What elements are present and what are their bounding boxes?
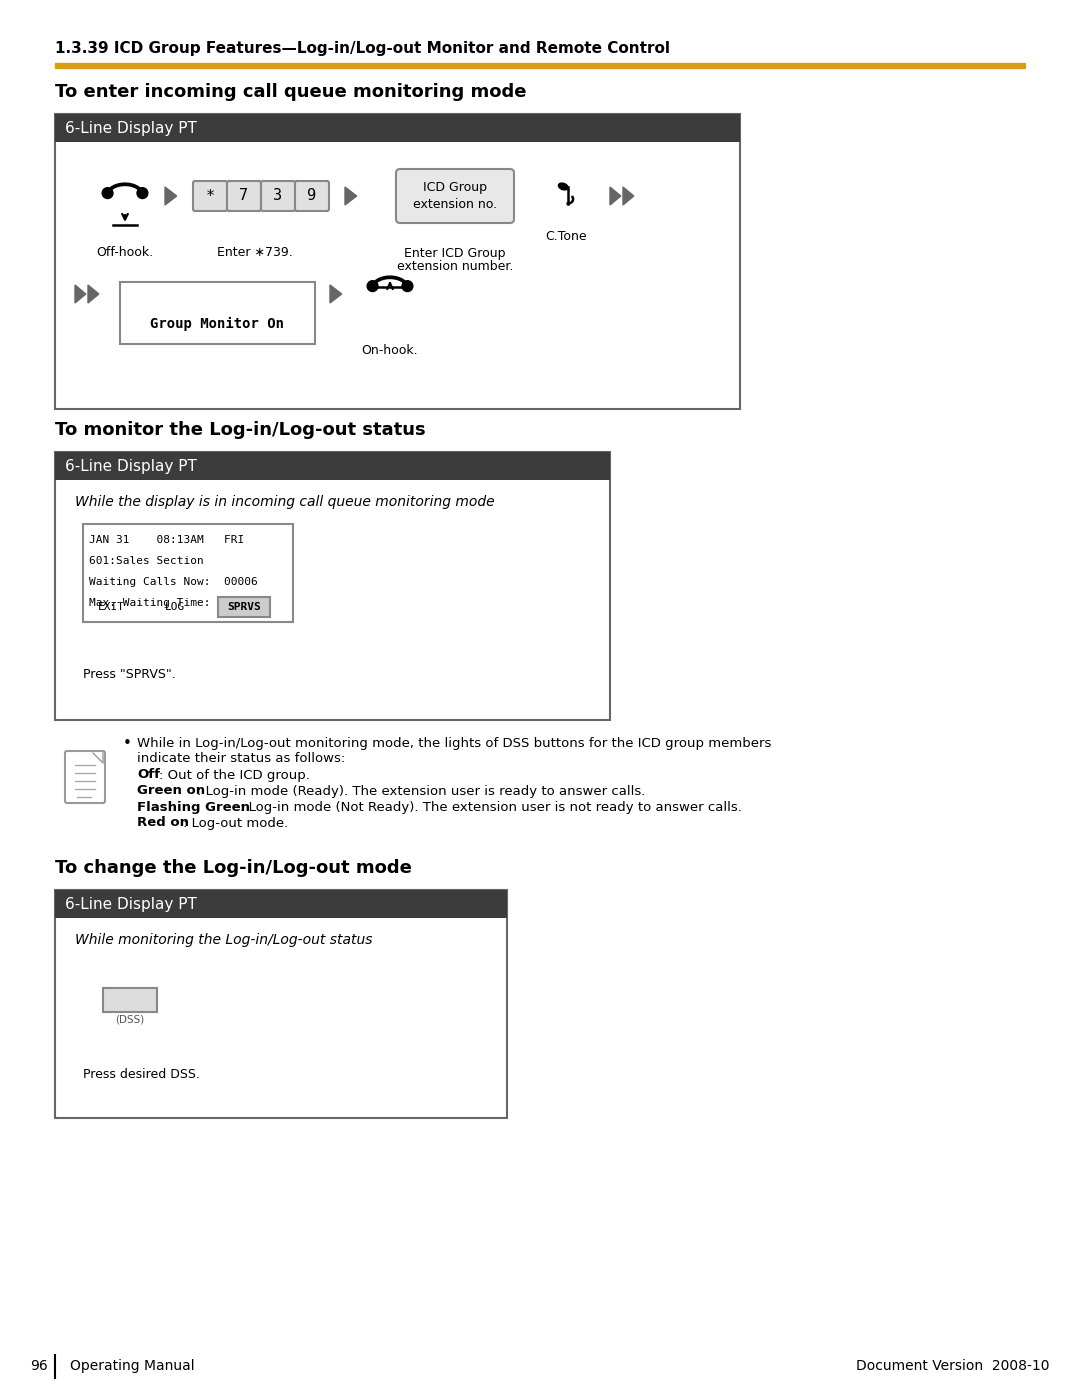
- FancyBboxPatch shape: [193, 182, 227, 211]
- FancyBboxPatch shape: [218, 597, 270, 617]
- Polygon shape: [623, 187, 634, 205]
- FancyBboxPatch shape: [65, 752, 105, 803]
- Ellipse shape: [558, 183, 568, 190]
- Text: 7: 7: [240, 189, 248, 204]
- Text: : Out of the ICD group.: : Out of the ICD group.: [159, 768, 310, 781]
- Text: Operating Manual: Operating Manual: [70, 1359, 194, 1373]
- Bar: [55, 453, 610, 719]
- FancyBboxPatch shape: [261, 182, 295, 211]
- Text: On-hook.: On-hook.: [362, 345, 418, 358]
- Text: To monitor the Log-in/Log-out status: To monitor the Log-in/Log-out status: [55, 420, 426, 439]
- Text: ICD Group: ICD Group: [423, 182, 487, 194]
- Text: indicate their status as follows:: indicate their status as follows:: [137, 752, 346, 764]
- Text: Green on: Green on: [137, 785, 205, 798]
- Text: Enter ICD Group: Enter ICD Group: [404, 247, 505, 260]
- Circle shape: [402, 281, 413, 292]
- Polygon shape: [75, 285, 85, 303]
- Text: While the display is in incoming call queue monitoring mode: While the display is in incoming call qu…: [75, 495, 495, 509]
- Polygon shape: [345, 187, 356, 205]
- Bar: [55, 63, 1025, 68]
- FancyBboxPatch shape: [227, 182, 261, 211]
- Text: Off-hook.: Off-hook.: [96, 246, 153, 260]
- FancyBboxPatch shape: [295, 182, 329, 211]
- Text: EXIT: EXIT: [97, 602, 124, 612]
- Text: 96: 96: [30, 1359, 48, 1373]
- Text: 601:Sales Section: 601:Sales Section: [89, 556, 204, 566]
- Text: Flashing Green: Flashing Green: [137, 800, 249, 813]
- FancyBboxPatch shape: [103, 988, 157, 1011]
- Polygon shape: [330, 285, 341, 303]
- Polygon shape: [610, 187, 621, 205]
- Polygon shape: [87, 285, 98, 303]
- Text: While in Log-in/Log-out monitoring mode, the lights of DSS buttons for the ICD g: While in Log-in/Log-out monitoring mode,…: [137, 736, 771, 750]
- Text: Document Version  2008-10: Document Version 2008-10: [856, 1359, 1050, 1373]
- Text: *: *: [205, 189, 215, 204]
- Text: Max. Waiting Time:  02’18: Max. Waiting Time: 02’18: [89, 598, 258, 608]
- Text: Red on: Red on: [137, 816, 189, 830]
- Bar: [55, 453, 610, 481]
- Text: 9: 9: [308, 189, 316, 204]
- Text: Press desired DSS.: Press desired DSS.: [83, 1069, 200, 1081]
- Text: 1.3.39 ICD Group Features—Log-in/Log-out Monitor and Remote Control: 1.3.39 ICD Group Features—Log-in/Log-out…: [55, 41, 670, 56]
- FancyBboxPatch shape: [396, 169, 514, 224]
- Text: C.Tone: C.Tone: [545, 229, 586, 243]
- Polygon shape: [165, 187, 177, 205]
- Text: SPRVS: SPRVS: [227, 602, 261, 612]
- Circle shape: [103, 187, 113, 198]
- Text: extension no.: extension no.: [413, 197, 497, 211]
- Bar: [55, 890, 507, 1118]
- Text: 6-Line Display PT: 6-Line Display PT: [65, 897, 197, 911]
- Text: extension number.: extension number.: [396, 260, 513, 272]
- Text: Off: Off: [137, 768, 160, 781]
- Text: Press "SPRVS".: Press "SPRVS".: [83, 668, 176, 680]
- Text: Enter ∗739.: Enter ∗739.: [217, 246, 293, 260]
- Text: : Log-in mode (Not Ready). The extension user is not ready to answer calls.: : Log-in mode (Not Ready). The extension…: [240, 800, 742, 813]
- Circle shape: [367, 281, 378, 292]
- Text: (DSS): (DSS): [116, 1016, 145, 1025]
- Text: 3: 3: [273, 189, 283, 204]
- Bar: [55, 890, 507, 918]
- Bar: [83, 524, 293, 622]
- Text: : Log-in mode (Ready). The extension user is ready to answer calls.: : Log-in mode (Ready). The extension use…: [197, 785, 646, 798]
- Text: LOG: LOG: [165, 602, 185, 612]
- Text: Group Monitor On: Group Monitor On: [150, 317, 284, 331]
- Text: JAN 31    08:13AM   FRI: JAN 31 08:13AM FRI: [89, 535, 244, 545]
- Text: •: •: [123, 735, 132, 750]
- Text: To enter incoming call queue monitoring mode: To enter incoming call queue monitoring …: [55, 82, 527, 101]
- Bar: [120, 282, 315, 344]
- Text: 6-Line Display PT: 6-Line Display PT: [65, 120, 197, 136]
- Circle shape: [137, 187, 148, 198]
- Text: 6-Line Display PT: 6-Line Display PT: [65, 458, 197, 474]
- Text: : Log-out mode.: : Log-out mode.: [183, 816, 288, 830]
- Text: While monitoring the Log-in/Log-out status: While monitoring the Log-in/Log-out stat…: [75, 933, 373, 947]
- Text: To change the Log-in/Log-out mode: To change the Log-in/Log-out mode: [55, 859, 411, 877]
- Text: Waiting Calls Now:  00006: Waiting Calls Now: 00006: [89, 577, 258, 587]
- Bar: [55, 115, 740, 409]
- Bar: [55, 115, 740, 142]
